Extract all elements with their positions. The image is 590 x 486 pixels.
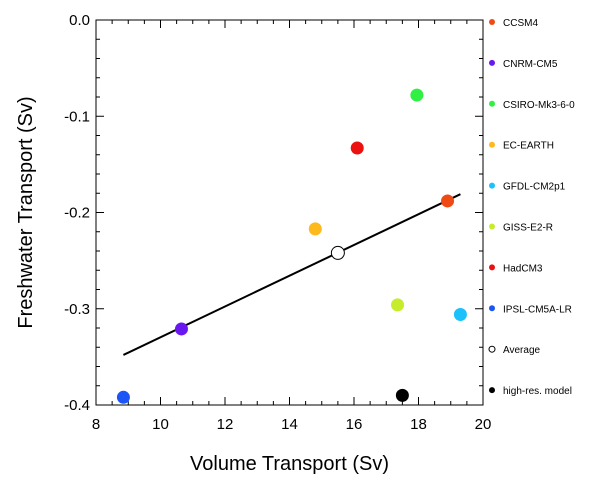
legend-label-ccsm4: CCSM4 [503, 18, 538, 29]
x-tick-label: 20 [475, 416, 492, 433]
data-point-ipsl-cm5a-lr [116, 390, 130, 404]
legend-label-hadcm3: HadCM3 [503, 263, 543, 274]
x-axis-ticks: 8 10 12 14 16 18 20 [92, 20, 492, 433]
data-point-gfdl-cm2p1 [453, 308, 467, 322]
data-point-csiro-mk3-6-0 [410, 88, 424, 102]
regression-line [122, 193, 461, 356]
data-points [116, 88, 467, 404]
legend-label-ec-earth: EC-EARTH [503, 141, 554, 152]
x-tick-label: 18 [410, 416, 427, 433]
x-tick-label: 16 [346, 416, 363, 433]
data-point-ec-earth [308, 222, 322, 236]
y-tick-label: -0.1 [64, 108, 90, 125]
legend-marker-giss-e2-r [489, 223, 495, 230]
legend-marker-hadcm3 [489, 264, 495, 271]
legend-marker-ccsm4 [489, 19, 495, 25]
data-point-hadcm3 [350, 141, 364, 155]
data-point-ccsm4 [441, 194, 455, 208]
legend-label-average: Average [503, 345, 541, 356]
data-point-average [330, 245, 345, 260]
legend-marker-ipsl-cm5a-lr [489, 305, 495, 312]
x-tick-label: 12 [217, 416, 234, 433]
legend-marker-gfdl-cm2p1 [489, 182, 495, 189]
legend-label-ipsl-cm5a-lr: IPSL-CM5A-LR [503, 304, 572, 315]
x-tick-label: 10 [152, 416, 169, 433]
data-point-cnrm-cm5 [174, 322, 188, 336]
y-tick-label: 0.0 [69, 12, 90, 29]
legend-marker-average [488, 345, 496, 353]
plot-frame [95, 19, 484, 406]
y-axis-ticks: 0.0 -0.1 -0.2 -0.3 -0.4 [64, 12, 483, 414]
legend-marker-ec-earth [489, 141, 495, 148]
legend-label-csiro-mk3-6-0: CSIRO-Mk3-6-0 [503, 100, 575, 111]
legend-label-cnrm-cm5: CNRM-CM5 [503, 59, 558, 70]
y-tick-label: -0.3 [64, 301, 90, 318]
legend-marker-high-res-model [489, 387, 495, 394]
legend-marker-csiro-mk3-6-0 [489, 100, 495, 107]
x-axis-title: Volume Transport (Sv) [190, 453, 389, 475]
legend: CCSM4 CNRM-CM5 CSIRO-Mk3-6-0 EC-EARTH GFDL-C… [488, 18, 575, 397]
y-axis-title: Freshwater Transport (Sv) [15, 96, 37, 328]
x-tick-label: 14 [281, 416, 298, 433]
data-point-high-res-model [395, 388, 409, 402]
legend-marker-cnrm-cm5 [489, 59, 495, 66]
x-tick-label: 8 [92, 416, 100, 433]
legend-label-giss-e2-r: GISS-E2-R [503, 223, 553, 234]
legend-label-high-res-model: high-res. model [503, 386, 572, 397]
y-tick-label: -0.4 [64, 397, 90, 414]
y-tick-label: -0.2 [64, 205, 90, 222]
data-point-giss-e2-r [391, 298, 405, 312]
legend-label-gfdl-cm2p1: GFDL-CM2p1 [503, 182, 566, 193]
